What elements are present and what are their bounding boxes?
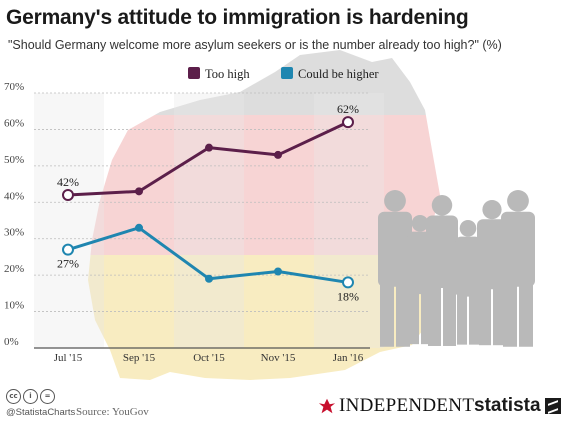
data-point bbox=[274, 267, 282, 276]
statista-wordmark: statista bbox=[474, 395, 541, 416]
person-silhouette bbox=[378, 190, 412, 347]
chart-subtitle: "Should Germany welcome more asylum seek… bbox=[8, 38, 502, 52]
chart-title: Germany's attitude to immigration is har… bbox=[6, 6, 469, 29]
legend: Too high Could be higher bbox=[188, 67, 379, 81]
legend-label: Too high bbox=[205, 67, 250, 81]
y-tick-label: 20% bbox=[4, 263, 24, 275]
data-label: 27% bbox=[57, 257, 79, 271]
x-tick-label: Jul '15 bbox=[54, 352, 83, 364]
germany-map-background bbox=[34, 50, 440, 380]
y-tick-label: 40% bbox=[4, 190, 24, 202]
x-tick-label: Sep '15 bbox=[123, 352, 156, 364]
person-silhouette bbox=[455, 220, 481, 345]
person-silhouette bbox=[477, 200, 507, 346]
data-point bbox=[274, 150, 282, 159]
y-tick-label: 30% bbox=[4, 227, 24, 239]
x-tick-label: Nov '15 bbox=[261, 352, 296, 364]
data-label: 18% bbox=[337, 289, 359, 303]
y-tick-label: 50% bbox=[4, 154, 24, 166]
twitter-handle[interactable]: @StatistaCharts bbox=[6, 407, 76, 418]
series bbox=[62, 116, 354, 289]
labels: 42% 62% 27% 18% bbox=[57, 102, 359, 303]
y-tick-label: 0% bbox=[4, 336, 19, 348]
legend-swatch bbox=[281, 67, 293, 79]
person-silhouette bbox=[426, 195, 458, 346]
cc-icon: cc bbox=[6, 389, 21, 404]
attribution-icon: i bbox=[23, 389, 38, 404]
data-point bbox=[205, 274, 213, 283]
statista-logo[interactable]: statista bbox=[474, 395, 561, 417]
data-point bbox=[205, 143, 213, 152]
data-point bbox=[135, 223, 143, 232]
source-text: Source: YouGov bbox=[76, 406, 149, 418]
data-label: 42% bbox=[57, 175, 79, 189]
x-tick-label: Jan '16 bbox=[333, 352, 364, 364]
eagle-icon bbox=[318, 398, 336, 414]
data-label: 62% bbox=[337, 102, 359, 116]
data-point bbox=[342, 276, 354, 289]
data-point bbox=[135, 187, 143, 196]
independent-wordmark: INDEPENDENT bbox=[339, 395, 475, 416]
y-tick-label: 70% bbox=[4, 81, 24, 93]
x-tick-label: Oct '15 bbox=[193, 352, 225, 364]
grid: 0% 10% 20% 30% 40% 50% 60% 70% Jul '15 Sep '15 Oct… bbox=[4, 81, 370, 364]
license-icons: cc i = bbox=[6, 389, 55, 404]
data-point bbox=[62, 243, 74, 256]
data-point bbox=[342, 116, 354, 129]
footer: cc i = @StatistaCharts Source: YouGov IN… bbox=[0, 386, 564, 423]
y-tick-label: 10% bbox=[4, 300, 24, 312]
people-silhouettes-illustration bbox=[378, 190, 535, 347]
person-silhouette bbox=[501, 190, 535, 347]
no-derivatives-icon: = bbox=[40, 389, 55, 404]
line-chart: 0% 10% 20% 30% 40% 50% 60% 70% Jul '15 Sep '15 Oct… bbox=[4, 50, 535, 380]
statista-mark-icon bbox=[544, 398, 561, 414]
data-point bbox=[62, 189, 74, 201]
independent-logo[interactable]: INDEPENDENT bbox=[318, 395, 474, 417]
y-tick-label: 60% bbox=[4, 117, 24, 129]
legend-swatch bbox=[188, 67, 200, 79]
legend-label: Could be higher bbox=[298, 67, 379, 81]
